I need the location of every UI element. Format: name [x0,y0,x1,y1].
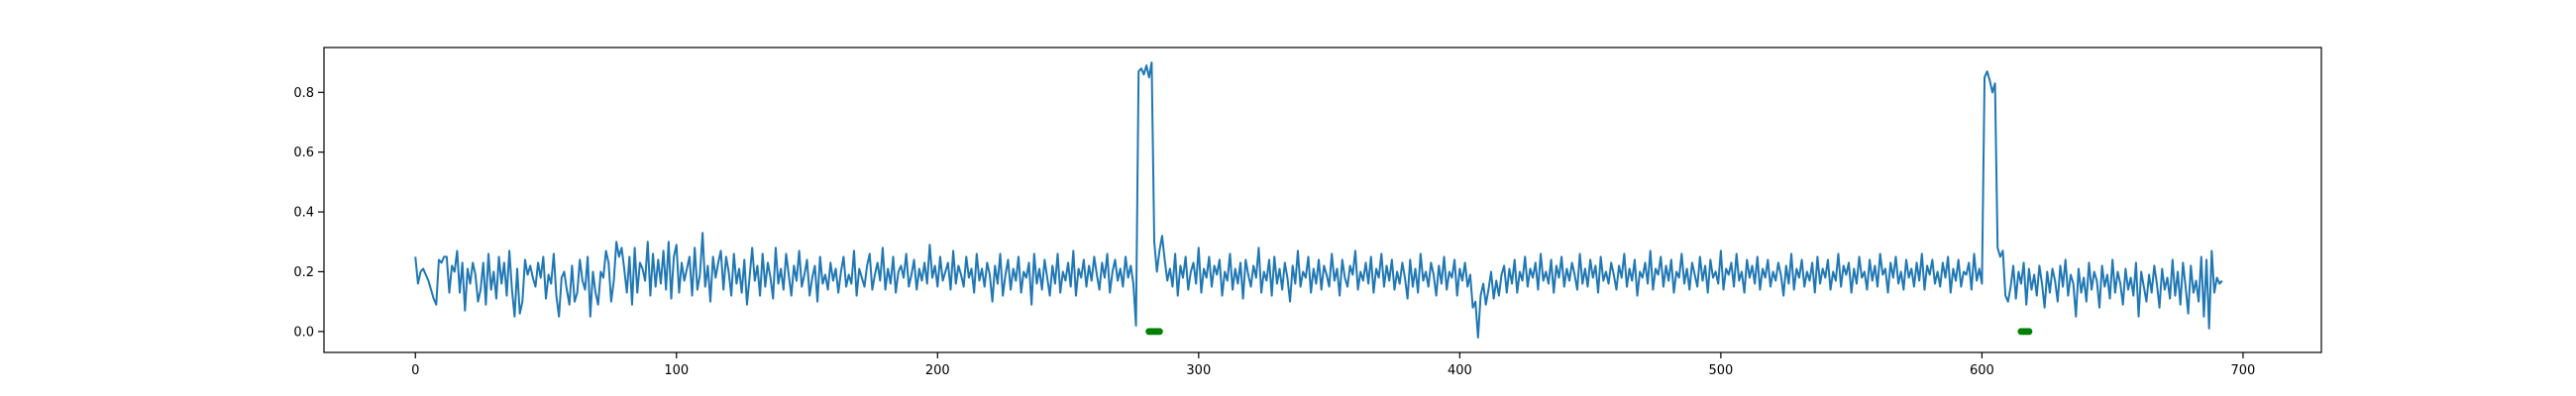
x-tick-label: 500 [1708,363,1733,378]
series-line-0 [414,61,2223,339]
x-tick-label: 400 [1448,363,1472,378]
series-1-point-4 [1155,328,1163,336]
series-layer [414,61,2223,339]
x-tick-label: 700 [2231,363,2256,378]
series-1-point-8 [2025,328,2033,336]
y-tick-label: 0.2 [293,265,314,280]
x-tick-label: 600 [1970,363,1994,378]
y-tick-label: 0.8 [293,86,314,101]
y-tick-label: 0.0 [293,325,314,340]
axes-frame [323,47,2322,353]
x-tick-label: 300 [1186,363,1211,378]
x-tick-label: 0 [411,363,419,378]
y-tick-label: 0.4 [293,206,314,221]
x-tick-label: 100 [664,363,689,378]
y-tick-label: 0.6 [293,146,314,160]
x-tick-label: 200 [925,363,950,378]
ticks-layer: 0 100 200 300 400 500 600 700 0.0 0.2 0.4 0.6 0.8 [293,86,2255,378]
